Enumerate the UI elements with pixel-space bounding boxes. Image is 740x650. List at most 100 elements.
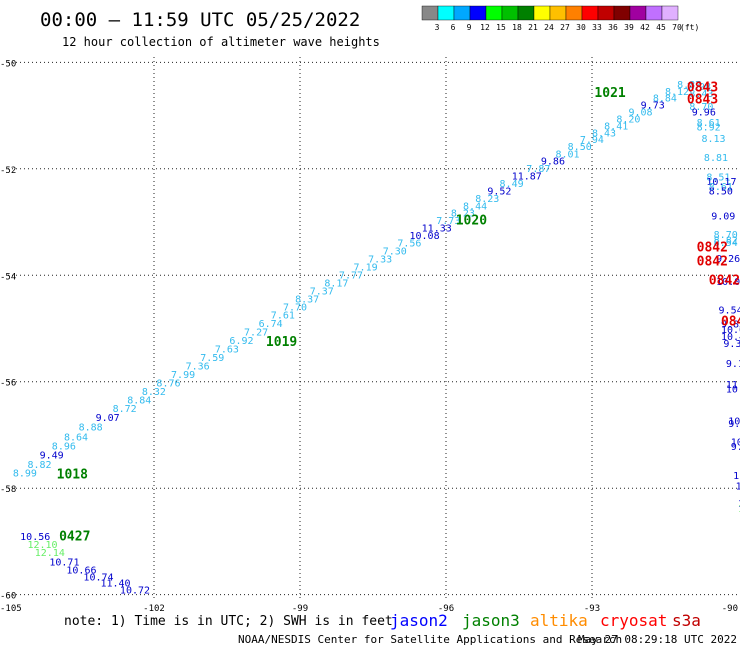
time-labels: 1018101910201021042702084308430842084208… — [57, 81, 740, 545]
time-label: 1020 — [456, 214, 487, 229]
swh-value: 12.10 — [27, 540, 57, 551]
swh-value: 8.81 — [704, 153, 728, 164]
swh-value: 8.41 — [604, 121, 628, 132]
swh-value: 9.11 — [726, 359, 740, 370]
swh-value: 8.51 — [706, 173, 730, 184]
map-title: 00:00 – 11:59 UTC 05/25/2022 — [40, 9, 360, 31]
swh-value: 7.98 — [687, 82, 711, 93]
swh-value: 7.19 — [354, 262, 378, 273]
swh-value: 8.44 — [463, 201, 487, 212]
scale-swatch — [517, 5, 535, 21]
swh-value: 8.17 — [324, 278, 348, 289]
swh-value: 10.17 — [706, 177, 736, 188]
swh-value: 8.88 — [79, 423, 103, 434]
satellite-legend: jason2 jason3 altika cryosat s3a — [390, 611, 701, 630]
scale-label: 36 — [608, 23, 618, 32]
swh-value: 8.23 — [451, 209, 475, 220]
swh-value: 9.27 — [731, 442, 740, 453]
swh-value: 10.72 — [120, 586, 150, 597]
swh-value: 8.92 — [697, 122, 721, 133]
swh-value: 8.70 — [689, 102, 713, 113]
swh-value: 8.50 — [568, 142, 592, 153]
scale-unit: (ft) — [680, 23, 699, 32]
scale-swatch — [469, 5, 487, 21]
scale-label: 27 — [560, 23, 570, 32]
color-scale: 3 6 9 12 15 18 21 24 27 30 33 36 39 42 45 70(ft) — [421, 5, 699, 32]
scale-swatch — [421, 5, 439, 21]
swh-value: 7.33 — [368, 254, 392, 265]
axis-tick-labels: -50 -52 -54 -56 -58 -60 -105 -102 -99 -96 -93 -90 — [0, 59, 738, 614]
swh-value: 6.92 — [229, 336, 253, 347]
swh-value: 7.94 — [580, 135, 604, 146]
scale-swatch — [565, 5, 583, 21]
lat-tick-label: -52 — [0, 166, 16, 176]
swh-values: 8.998.829.498.968.648.889.078.728.848.32… — [13, 80, 740, 597]
swh-value: 10.56 — [20, 532, 50, 543]
swh-value: 8.61 — [697, 118, 721, 129]
scale-label: 18 — [512, 23, 522, 32]
scale-label: 21 — [528, 23, 538, 32]
swh-value: 9.07 — [96, 413, 120, 424]
scale-swatch — [613, 5, 631, 21]
footer-generated: May 27 08:29:18 UTC 2022 — [578, 633, 737, 646]
scale-label: 70 — [672, 23, 682, 32]
swh-value: 9.36 — [723, 339, 740, 350]
swh-value: 7.36 — [186, 361, 210, 372]
swh-value: 7.56 — [397, 239, 421, 250]
swh-value: 9.08 — [629, 108, 653, 119]
scale-label: 42 — [640, 23, 650, 32]
lat-tick-label: -54 — [0, 272, 16, 282]
swh-value: 8.37 — [677, 80, 701, 91]
lat-tick-label: -58 — [0, 485, 16, 495]
scale-label: 9 — [467, 23, 472, 32]
swh-value: 7.99 — [171, 370, 195, 381]
swh-value: 8.72 — [113, 404, 137, 415]
time-label: 0842 — [709, 273, 740, 288]
lat-tick-label: -56 — [0, 379, 16, 389]
scale-label: 33 — [592, 23, 602, 32]
swh-value: 9.54 — [719, 306, 740, 317]
scale-label: 39 — [624, 23, 634, 32]
satellite-name-altika: altika — [530, 611, 588, 630]
swh-value: 8.23 — [475, 194, 499, 205]
swh-value: 10.08 — [721, 325, 740, 336]
swh-value: 7.87 — [526, 164, 550, 175]
swh-value: 7.63 — [215, 344, 239, 355]
satellite-name-jason3: jason3 — [462, 611, 520, 630]
scale-swatch — [597, 5, 615, 21]
swh-value: 10.00 — [716, 277, 740, 288]
swh-value: 8.96 — [52, 441, 76, 452]
swh-value: 8.43 — [592, 128, 616, 139]
map-subtitle: 12 hour collection of altimeter wave hei… — [62, 35, 380, 49]
swh-value: 8.01 — [556, 150, 580, 161]
swh-value: 11.40 — [100, 579, 130, 590]
swh-value: 7.70 — [283, 302, 307, 313]
swh-value: 9.83 — [721, 319, 740, 330]
swh-value: 8.50 — [709, 186, 733, 197]
swh-value: 7.73 — [436, 216, 460, 227]
time-label: 1019 — [266, 335, 297, 350]
swh-value: 10.44 — [721, 332, 740, 343]
swh-value: 11.11 — [726, 380, 740, 391]
swh-value: 8.70 — [714, 230, 738, 241]
satellite-name-cryosat: cryosat — [600, 611, 667, 630]
swh-value: 8.84 — [653, 94, 677, 105]
swh-value: 10.74 — [83, 572, 113, 583]
swh-value: 8.32 — [142, 387, 166, 398]
swh-value: 9.09 — [711, 211, 735, 222]
scale-swatch — [485, 5, 503, 21]
swh-value: 10.71 — [49, 557, 79, 568]
swh-value: 11.33 — [422, 224, 452, 235]
time-label: 0427 — [59, 529, 90, 544]
swh-value: 11.02 — [733, 471, 740, 482]
lon-tick-label: -90 — [722, 604, 738, 614]
swh-value: 10.91 — [726, 384, 740, 395]
swh-value: 9.86 — [541, 157, 565, 168]
lat-tick-label: -50 — [0, 59, 16, 69]
scale-label: 3 — [435, 23, 440, 32]
footer-credit: NOAA/NESDIS Center for Satellite Applica… — [238, 633, 622, 646]
lon-tick-label: -102 — [143, 604, 165, 614]
swh-value: 9.49 — [728, 419, 740, 430]
swh-value: 12.14 — [35, 548, 65, 559]
